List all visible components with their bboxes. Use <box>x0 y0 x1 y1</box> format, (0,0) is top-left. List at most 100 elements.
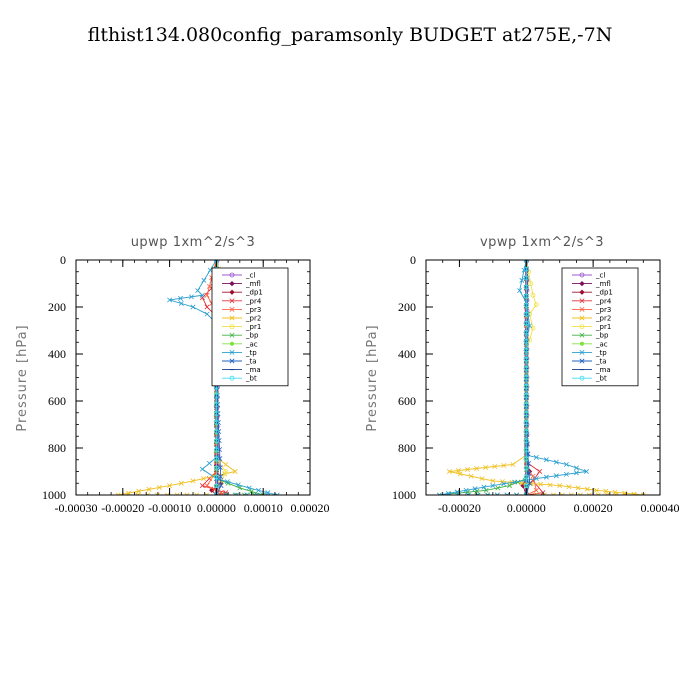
vpwp-legend-marker <box>579 332 585 338</box>
vpwp-point-pr3 <box>530 473 536 479</box>
vpwp-point-tp <box>533 454 539 460</box>
vpwp-point-bp <box>474 488 480 494</box>
vpwp-point-bt <box>523 384 529 389</box>
upwp-point-pr2 <box>164 492 170 495</box>
upwp-point-bt <box>213 456 219 462</box>
vpwp-point-tp <box>504 492 510 495</box>
upwp-legend-label: _tp <box>245 349 257 357</box>
vpwp-point-tp <box>543 474 549 480</box>
vpwp-point-bp <box>507 483 513 489</box>
upwp-point-bp <box>241 492 247 495</box>
upwp-point-pr2 <box>204 492 210 495</box>
upwp-point-tp <box>204 311 210 317</box>
vpwp-point-pr1 <box>528 281 534 286</box>
vpwp-legend-marker <box>579 358 585 364</box>
upwp-x-tick-label: 0.00000 <box>197 501 236 515</box>
vpwp-x-tick-label: 0.00020 <box>574 501 613 515</box>
upwp-point-pr2 <box>178 480 184 486</box>
vpwp-point-bt <box>523 483 529 489</box>
vpwp-point-pr2 <box>603 488 609 494</box>
vpwp-point-pr2 <box>538 481 544 487</box>
vpwp-panel-title: vpwp 1xm^2/s^3 <box>480 235 604 250</box>
upwp-panel: upwp 1xm^2/s^3 Pressure [hPa] 0 200 400 600… <box>15 235 330 515</box>
vpwp-point-tp <box>533 476 539 482</box>
vpwp-point-tp <box>573 470 579 476</box>
upwp-point-pr2 <box>135 492 141 495</box>
vpwp-legend-marker <box>579 349 585 355</box>
upwp-point-bt <box>213 438 219 444</box>
vpwp-point-bt <box>523 311 529 317</box>
upwp-y-tick-label: 400 <box>48 347 66 361</box>
vpwp-point-tp <box>512 479 518 485</box>
upwp-point-tp <box>244 492 250 495</box>
upwp-legend-marker <box>229 272 235 278</box>
vpwp-point-bt <box>523 347 529 353</box>
vpwp-point-pr2 <box>468 473 474 479</box>
vpwp-point-pr2 <box>479 476 485 482</box>
upwp-point-pr2 <box>194 492 200 495</box>
vpwp-legend-label: _dp1 <box>595 289 613 297</box>
vpwp-legend-label: _pr3 <box>595 306 611 314</box>
upwp-legend-label: _mfl <box>245 280 261 288</box>
vpwp-point-pr2 <box>457 471 463 477</box>
vpwp-point-pr2 <box>566 484 572 490</box>
vpwp-y-tick-label: 600 <box>398 394 416 408</box>
vpwp-point-pr2 <box>532 492 538 495</box>
vpwp-legend-label: _bt <box>595 375 607 383</box>
upwp-point-bt <box>213 429 219 435</box>
upwp-point-pr2 <box>115 492 121 495</box>
vpwp-legend-label: _tp <box>595 349 607 357</box>
upwp-point-pr2 <box>146 486 152 492</box>
vpwp-x-tick-label: 0.00000 <box>507 501 546 515</box>
upwp-point-pr4 <box>199 295 205 301</box>
upwp-point-ta <box>217 465 223 471</box>
upwp-point-pr2 <box>174 492 180 495</box>
vpwp-point-tp <box>481 484 487 490</box>
vpwp-legend-marker <box>579 272 585 278</box>
vpwp-point-pr2 <box>595 492 601 495</box>
vpwp-y-axis-label: Pressure [hPa] <box>365 324 380 431</box>
upwp-point-pr2 <box>167 483 173 489</box>
vpwp-point-pr2 <box>499 479 505 485</box>
vpwp-point-tp <box>472 486 478 492</box>
vpwp-point-bt <box>523 302 529 308</box>
vpwp-point-tp <box>514 492 520 495</box>
upwp-point-pr3 <box>204 292 210 298</box>
vpwp-point-bt <box>523 402 529 408</box>
vpwp-legend-label: _ac <box>595 340 608 348</box>
vpwp-point-pr1 <box>533 302 539 308</box>
vpwp-point-tp <box>463 487 469 493</box>
vpwp-point-pr2 <box>510 461 516 467</box>
upwp-point-pr1 <box>223 469 229 474</box>
upwp-point-bt <box>213 447 219 453</box>
upwp-point-pr2 <box>232 469 238 474</box>
vpwp-point-tp <box>446 492 452 495</box>
upwp-y-tick-label: 1000 <box>42 488 66 502</box>
vpwp-legend-label: _pr4 <box>595 297 612 305</box>
upwp-point-pr2 <box>184 492 190 495</box>
upwp-x-tick-label: -0.00020 <box>101 501 144 515</box>
upwp-point-pr2 <box>136 488 142 494</box>
upwp-point-tp <box>264 492 270 495</box>
upwp-legend-marker <box>229 298 235 304</box>
vpwp-point-pr2 <box>594 487 599 493</box>
vpwp-point-tp <box>563 471 569 477</box>
upwp-point-bp <box>232 492 238 495</box>
vpwp-legend-label: _pr1 <box>595 323 611 331</box>
upwp-point-pr2 <box>156 484 162 490</box>
upwp-legend-marker <box>229 324 235 330</box>
upwp-point-tp <box>190 304 196 310</box>
vpwp-legend-label: _cl <box>595 272 605 280</box>
upwp-point-bp <box>223 492 229 495</box>
upwp-point-tp <box>235 482 241 488</box>
vpwp-legend: _cl_mfl_dp1_pr4_pr3_pr2_pr1_bp_ac_tp_ta_… <box>561 267 639 387</box>
vpwp-point-bt <box>523 266 529 272</box>
vpwp-point-bt <box>523 338 529 344</box>
upwp-point-tp <box>246 485 252 491</box>
upwp-point-bt <box>213 474 219 480</box>
upwp-legend-marker <box>229 289 235 295</box>
vpwp-point-pr2 <box>474 465 480 471</box>
vpwp-point-pr2 <box>559 492 565 495</box>
upwp-legend-marker <box>229 375 235 381</box>
vpwp-x-tick-label: -0.00020 <box>438 501 481 515</box>
